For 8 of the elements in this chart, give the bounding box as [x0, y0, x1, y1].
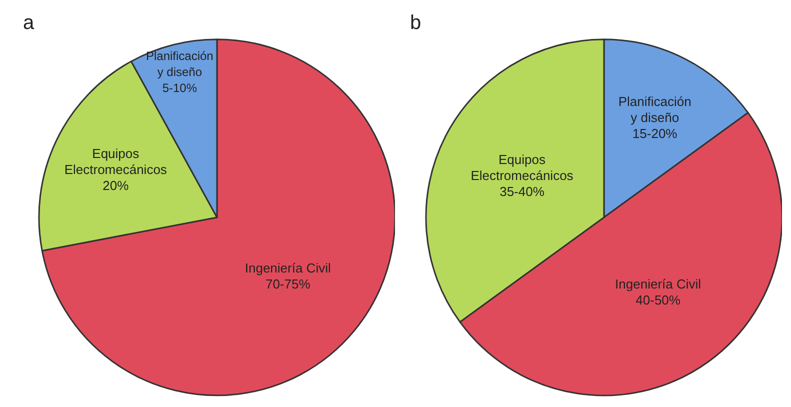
slice-label: Ingeniería Civil 70-75% — [244, 260, 331, 292]
slice-label: Ingeniería Civil 40-50% — [615, 276, 702, 308]
slice-label: Planificación y diseño 5-10% — [146, 49, 214, 96]
chart-title: a — [23, 12, 35, 34]
slice-label: Equipos Electromecánicos 20% — [64, 146, 168, 194]
slice-label: Planificación y diseño 15-20% — [618, 94, 692, 142]
slice-label: Equipos Electromecánicos 35-40% — [470, 152, 574, 200]
chart-title: b — [410, 12, 422, 34]
